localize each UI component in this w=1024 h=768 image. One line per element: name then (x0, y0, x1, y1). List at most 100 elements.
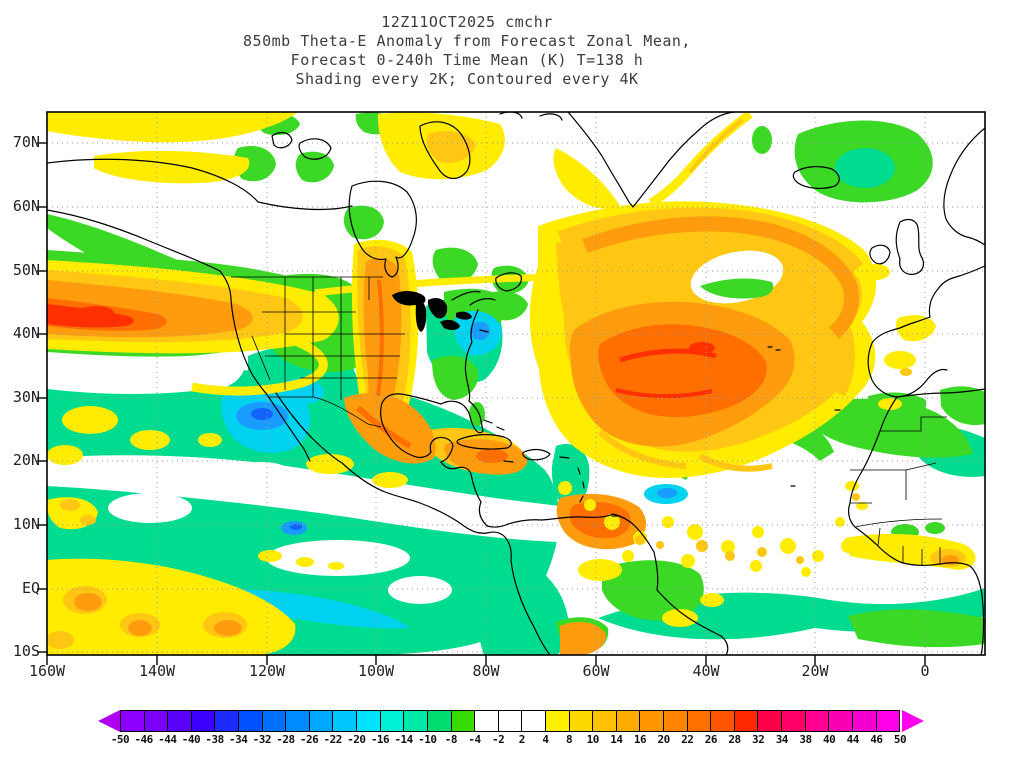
colorbar-cell (592, 711, 616, 731)
colorbar-cell (615, 711, 640, 731)
colorbar-boundary-label: -14 (394, 733, 413, 746)
colorbar-boundary-label: -8 (444, 733, 458, 746)
map-frame (37, 111, 986, 665)
colorbar-right-arrow (902, 710, 924, 732)
y-tick-label: 40N (12, 324, 40, 342)
axis-ticks (37, 142, 926, 665)
colorbar-boundary-label: 28 (728, 733, 741, 746)
colorbar-cell (851, 711, 876, 731)
y-tick-label: 10N (12, 515, 40, 533)
colorbar-cell (828, 711, 852, 731)
colorbar-cell (143, 711, 168, 731)
colorbar-cell (804, 711, 829, 731)
colorbar-boundary-label: 46 (870, 733, 883, 746)
colorbar-boundary-label: -20 (347, 733, 366, 746)
coastlines (47, 112, 985, 655)
great-lakes (392, 290, 472, 332)
colorbar-cell (121, 711, 144, 731)
colorbar-cell (379, 711, 404, 731)
white-wedge (47, 350, 245, 394)
colorbar-boundary-label: 44 (846, 733, 860, 746)
x-tick-label: 140W (138, 662, 176, 680)
y-tick-label: 50N (12, 261, 40, 279)
colorbar-boundary-label: -38 (205, 733, 224, 746)
x-tick-label: 100W (357, 662, 395, 680)
colorbar-cell (663, 711, 687, 731)
colorbar-boundary-label: 8 (566, 733, 573, 746)
colorbar-cell (733, 711, 758, 731)
colorbar-cell (686, 711, 711, 731)
colorbar-cell (497, 711, 522, 731)
chart-main-title: 850mb Theta-E Anomaly from Forecast Zona… (243, 32, 691, 50)
y-tick-label: 60N (12, 197, 40, 215)
colorbar-boundary-label: -40 (181, 733, 201, 746)
x-tick-label: 80W (472, 662, 500, 680)
colorbar-boundary-label: 16 (633, 733, 647, 746)
colorbar-cell (308, 711, 333, 731)
neutral-white-bands (47, 455, 560, 604)
y-tick-label: EQ (21, 579, 40, 597)
colorbar-boundary-label: 40 (822, 733, 836, 746)
colorbar-boundary-label: 38 (799, 733, 812, 746)
gap-green-streak (700, 278, 774, 299)
colorbar-cell (875, 711, 900, 731)
y-tick-label: 30N (12, 388, 40, 406)
colorbar-boundary-label: -2 (492, 733, 505, 746)
colorbar-left-arrow (98, 710, 120, 732)
colorbar-cell (190, 711, 215, 731)
colorbar-cell (356, 711, 380, 731)
colorbar-boundary-label: 2 (518, 733, 526, 746)
colorbar-cell (285, 711, 309, 731)
y-tick-label: 10S (12, 642, 40, 660)
lat-lon-gridlines (47, 112, 985, 655)
colorbar-boundary-label: 26 (704, 733, 718, 746)
colorbar-boundary-label: -4 (468, 733, 481, 746)
colorbar: -50 -46 -44 -40 -38 -34 -32 -28 -26 -22 -20 -16 -14-… (98, 710, 924, 746)
anomaly-shading (47, 112, 985, 655)
x-tick-label: 40W (692, 662, 720, 680)
y-tick-label: 20N (12, 451, 40, 469)
colorbar-boundary-label: 10 (586, 733, 600, 746)
colorbar-cell (261, 711, 286, 731)
colorbar-boundary-label: 4 (542, 733, 549, 746)
colorbar-boundary-label: -28 (276, 733, 295, 746)
colorbar-cell (450, 711, 475, 731)
colorbar-cell (214, 711, 239, 731)
colorbar-cell (521, 711, 545, 731)
x-tick-label: 160W (28, 662, 66, 680)
warm-speckles (558, 481, 860, 577)
colorbar-boundary-label: -26 (299, 733, 319, 746)
colorbar-boundary-label: 20 (657, 733, 671, 746)
colorbar-cell (639, 711, 664, 731)
colorbar-cell (710, 711, 734, 731)
colorbar-boundary-label: -16 (370, 733, 390, 746)
colorbar-cell (426, 711, 451, 731)
colorbar-cell (568, 711, 593, 731)
colorbar-boundary-label: 34 (775, 733, 789, 746)
colorbar-cell (403, 711, 427, 731)
x-tick-label: 20W (801, 662, 829, 680)
colorbar-cell (474, 711, 498, 731)
chart-subtitle: Forecast 0-240h Time Mean (K) T=138 h (290, 51, 644, 69)
x-tick-label: 120W (248, 662, 286, 680)
x-tick-label: 60W (582, 662, 610, 680)
colorbar-boundary-label: 22 (681, 733, 694, 746)
colorbar-boundary-label: -32 (252, 733, 272, 746)
norwegian-sea-teal-core (835, 148, 895, 188)
colorbar-boundary-label: -44 (158, 733, 177, 746)
colorbar-boundary-label: -22 (323, 733, 343, 746)
colorbar-cell (757, 711, 782, 731)
colorbar-cell (781, 711, 805, 731)
y-tick-label: 70N (12, 133, 40, 151)
colorbar-cell (167, 711, 191, 731)
colorbar-boundary-label: 32 (752, 733, 765, 746)
colorbar-boundary-label: -46 (134, 733, 153, 746)
colorbar-boundary-label: -50 (110, 733, 130, 746)
colorbar-boundary-label: -34 (228, 733, 248, 746)
colorbar-cell (544, 711, 569, 731)
x-tick-label: 0 (920, 662, 930, 680)
colorbar-labels: -50 -46 -44 -40 -38 -34 -32 -28 -26 -22 -20 -16 -14-… (111, 733, 907, 747)
colorbar-cell (238, 711, 262, 731)
